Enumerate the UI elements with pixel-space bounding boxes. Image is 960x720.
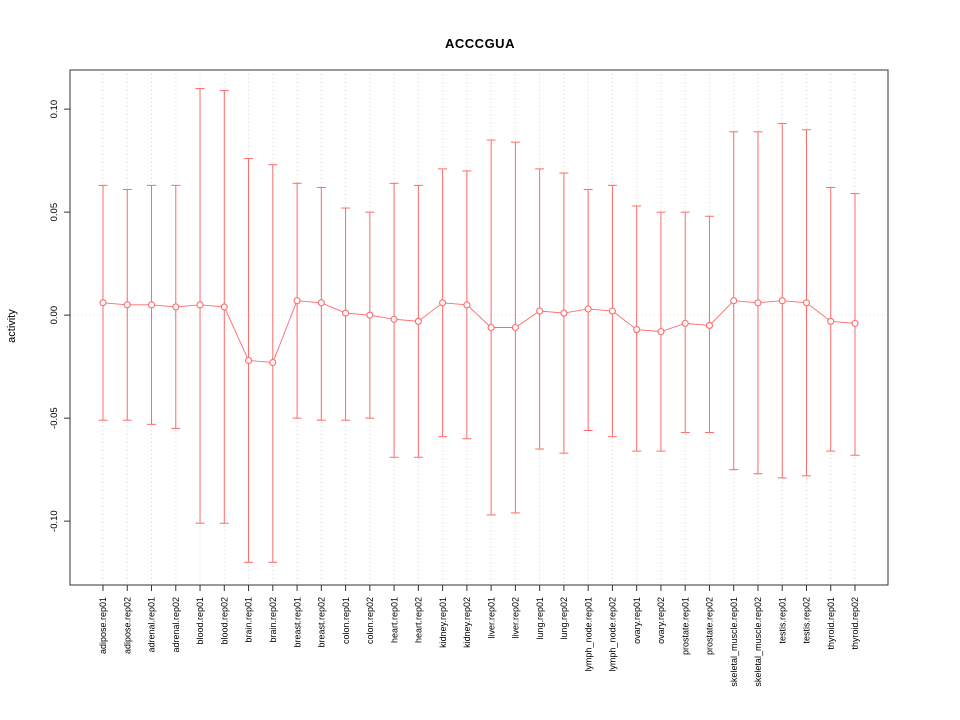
chart-title: ACCCGUA — [445, 36, 515, 51]
x-tick-label: heart.rep01 — [389, 597, 399, 643]
y-tick-label: 0.05 — [49, 203, 60, 222]
x-tick-label: prostate.rep01 — [680, 597, 690, 655]
x-tick-label: ovary.rep02 — [656, 597, 666, 644]
data-point — [317, 299, 325, 307]
x-tick-label: skeletal_muscle.rep01 — [729, 597, 739, 687]
data-point — [511, 323, 519, 332]
x-tick-label: adipose.rep02 — [122, 597, 132, 654]
x-tick-label: kidney.rep02 — [462, 597, 472, 648]
data-point — [196, 301, 204, 309]
x-tick-label: testis.rep02 — [802, 597, 812, 644]
series-line — [102, 300, 856, 363]
x-tick-label: colon.rep01 — [341, 597, 351, 644]
x-tick-label: prostate.rep02 — [705, 597, 715, 655]
x-tick-label: blood.rep02 — [219, 597, 229, 645]
y-tick-label: -0.10 — [49, 510, 60, 532]
x-tick-label: breast.rep01 — [292, 597, 302, 648]
x-tick-label: ovary.rep01 — [632, 597, 642, 644]
x-tick-label: colon.rep02 — [365, 597, 375, 644]
data-point — [463, 301, 471, 309]
x-tick-label: breast.rep02 — [317, 597, 327, 648]
data-point — [123, 301, 131, 309]
x-tick-label: kidney.rep01 — [438, 597, 448, 648]
x-tick-label: thyroid.rep02 — [850, 597, 860, 650]
x-tick-label: lymph_node.rep01 — [583, 597, 593, 672]
data-point — [220, 303, 228, 311]
data-point — [851, 319, 859, 327]
data-point — [439, 299, 447, 307]
data-point — [487, 323, 495, 332]
data-point — [536, 307, 544, 315]
data-point — [802, 299, 811, 307]
x-tick-label: lung.rep01 — [535, 597, 545, 640]
data-point — [705, 321, 714, 329]
data-point — [681, 319, 689, 327]
data-point — [342, 309, 350, 317]
x-tick-label: blood.rep01 — [195, 597, 205, 645]
data-point — [827, 317, 835, 325]
data-point — [172, 303, 180, 311]
data-point — [366, 311, 374, 319]
data-point — [390, 315, 398, 323]
x-tick-label: brain.rep01 — [244, 597, 254, 643]
data-point — [560, 309, 568, 317]
plot-border — [69, 69, 889, 586]
x-tick-label: heart.rep02 — [414, 597, 424, 643]
x-tick-label: liver.rep02 — [511, 597, 521, 639]
x-tick-label: lung.rep02 — [559, 597, 569, 640]
data-point — [754, 299, 762, 307]
y-tick-label: -0.05 — [49, 407, 60, 429]
x-tick-label: skeletal_muscle.rep02 — [753, 597, 763, 687]
x-tick-label: lymph_node.rep02 — [608, 597, 618, 672]
data-point — [244, 356, 253, 365]
x-tick-label: adipose.rep01 — [98, 597, 108, 654]
x-tick-label: thyroid.rep01 — [826, 597, 836, 650]
data-point — [584, 305, 592, 313]
data-point — [608, 307, 616, 315]
x-tick-label: testis.rep01 — [777, 597, 787, 644]
y-tick-label: 0.10 — [49, 100, 60, 119]
x-tick-label: adrenal.rep02 — [171, 597, 181, 653]
data-point — [730, 297, 738, 305]
x-tick-label: adrenal.rep01 — [147, 597, 157, 653]
x-tick-label: brain.rep02 — [268, 597, 278, 643]
data-point — [414, 317, 422, 325]
data-point — [657, 328, 665, 336]
data-point — [269, 358, 277, 367]
data-point — [147, 301, 156, 309]
x-tick-label: liver.rep01 — [486, 597, 496, 639]
data-point — [633, 326, 641, 334]
data-point — [293, 297, 301, 305]
y-tick-label: 0.00 — [49, 306, 60, 325]
data-point — [99, 299, 107, 307]
data-point — [778, 297, 786, 305]
